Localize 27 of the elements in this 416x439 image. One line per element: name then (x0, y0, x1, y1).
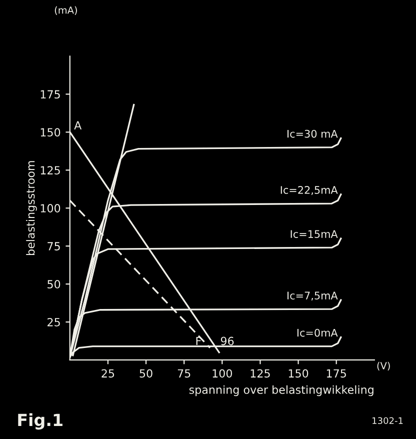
x-tick-label: 175 (326, 369, 346, 378)
y-axis-title: belastingsstroom (26, 161, 37, 255)
x-tick-label: 125 (250, 369, 270, 378)
x-tick-label: 75 (178, 369, 190, 378)
x-tick-label: 25 (102, 369, 114, 378)
series-label: Ic=0mA (297, 328, 338, 337)
y-tick-label: 150 (40, 128, 60, 137)
y-tick-label: 125 (40, 166, 60, 174)
text: (V) (377, 362, 390, 371)
x-axis-title: spanning over belastingwikkeling (189, 385, 374, 396)
y-tick-label: 175 (40, 90, 60, 99)
y-tick-label: 50 (48, 280, 60, 288)
caption: Fig.1 (18, 413, 62, 430)
x-tick-label: 150 (288, 369, 308, 378)
text: 1302-1 (372, 417, 403, 424)
series-label: Ic=22,5mA (280, 186, 338, 195)
series-label: Ic=15mA (290, 230, 338, 238)
text: (mA) (54, 6, 77, 15)
x-tick-label: 50 (140, 369, 152, 378)
annotation: A (74, 121, 82, 130)
series-label: Ic=30 mA (288, 130, 338, 138)
annotation: 96 (220, 336, 234, 346)
y-tick-label: 100 (40, 204, 60, 212)
x-tick-label: 100 (212, 369, 232, 378)
series-label: Ic=7,5mA (288, 292, 338, 301)
y-tick-label: 75 (48, 242, 60, 250)
y-tick-label: 25 (48, 318, 60, 326)
